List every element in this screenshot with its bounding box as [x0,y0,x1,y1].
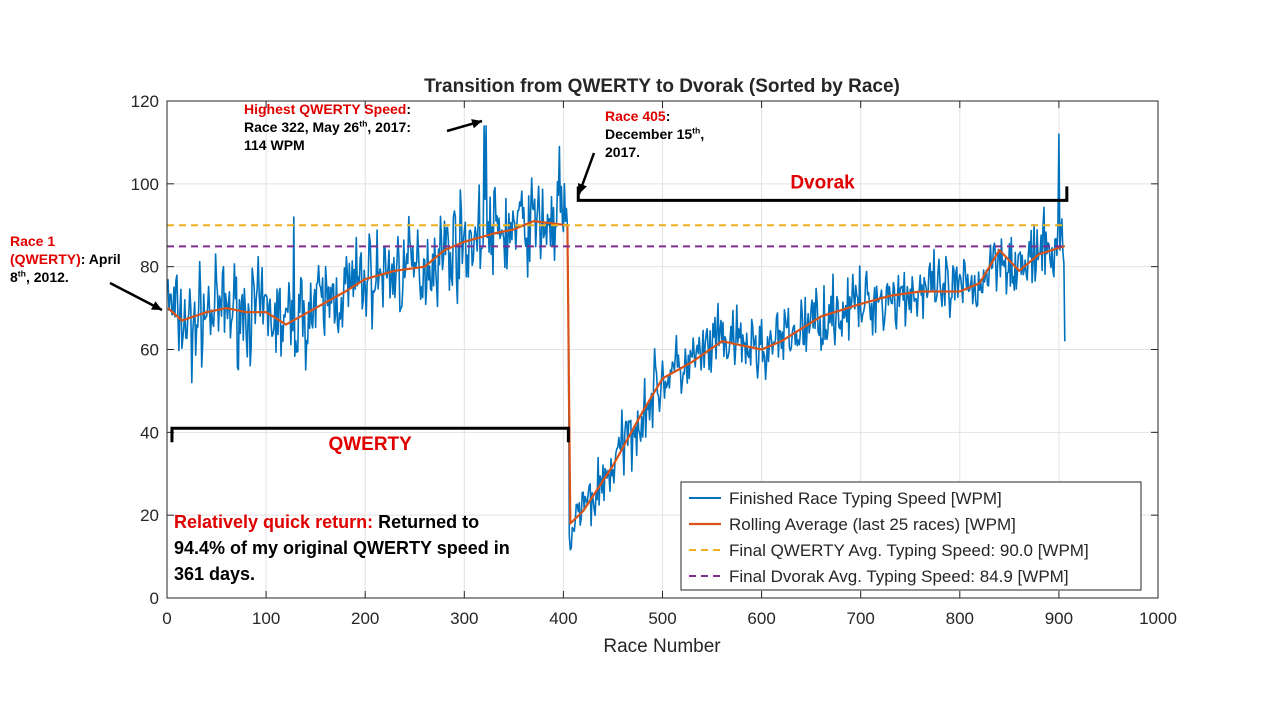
annotation-quick-return-title: Relatively quick return: [174,512,374,532]
annotation-race-1-day: 8 [10,269,18,286]
bracket-label-dvorak: Dvorak [790,172,855,193]
x-tick-label: 800 [946,609,974,628]
arrow-highest-head [471,119,482,129]
annotation-race-405-line1: Race 405: [605,107,704,125]
x-tick-label: 700 [847,609,875,628]
x-axis-label: Race Number [603,636,721,657]
legend: Finished Race Typing Speed [WPM] Rolling … [680,481,1142,591]
annotation-quick-return: Relatively quick return: Returned to 94.… [174,509,510,587]
legend-entry: Finished Race Typing Speed [WPM] [729,489,1002,508]
annotation-race-405-title: Race 405 [605,108,666,124]
chart-title: Transition from QWERTY to Dvorak (Sorted… [424,76,900,97]
brackets: QWERTY Dvorak [170,172,1069,455]
y-tick-label: 100 [131,175,159,194]
annotation-race-405-sup: th [692,125,701,136]
arrow-race-1-head [151,301,162,310]
annotation-race-1: Race 1 (QWERTY): April 8th, 2012. [10,232,121,287]
annotation-highest-line1: Highest QWERTY Speed: [244,100,411,118]
y-tick-label: 120 [131,92,159,111]
annotation-race-405-colon: : [665,108,671,124]
series-rolling-average-line [167,220,1066,525]
annotation-race-405-line2: December 15th, [605,125,704,143]
legend-box [680,481,1142,591]
annotation-highest-year: , 2017: [367,119,411,136]
series-race-speed-line [167,125,1066,551]
annotation-race-1-date-a: : April [80,251,121,268]
legend-entry: Final QWERTY Avg. Typing Speed: 90.0 [WP… [729,541,1089,560]
annotation-quick-return-line2: 94.4% of my original QWERTY speed in [174,538,510,559]
plot-area [167,125,1066,551]
annotation-race-1-sup: th [17,268,26,279]
bracket-qwerty [170,426,570,443]
annotation-race-405-year: 2017. [605,144,641,161]
annotation-highest-wpm: 114 WPM [244,137,305,154]
annotation-highest-title: Highest QWERTY Speed [244,101,407,117]
axes: 0 100 200 300 400 500 600 700 800 900 1000 0 20 40 60 8… [131,92,1177,628]
y-tick-label: 60 [140,341,159,360]
annotation-race-1-year: , 2012. [25,269,69,286]
annotation-race-405-comma: , [700,126,705,143]
annotation-highest-colon: : [406,101,411,117]
x-tick-label: 500 [648,609,676,628]
legend-entry: Final Dvorak Avg. Typing Speed: 84.9 [WP… [729,567,1069,586]
x-tick-label: 600 [747,609,775,628]
y-tick-label: 80 [140,258,159,277]
x-tick-label: 0 [162,609,171,628]
annotation-highest: Highest QWERTY Speed: Race 322, May 26th… [244,100,411,155]
legend-entry: Rolling Average (last 25 races) [WPM] [729,515,1016,534]
annotation-race-1-title: Race 1 [10,233,56,249]
annotation-arrows [109,119,596,312]
x-tick-label: 100 [252,609,280,628]
bracket-label-qwerty: QWERTY [328,434,412,455]
x-tick-label: 200 [351,609,379,628]
annotation-quick-return-line1: Relatively quick return: Returned to [174,509,510,535]
x-tick-label: 900 [1045,609,1073,628]
arrow-race-405-head [577,183,587,194]
annotation-race-405-date: December 15 [605,126,693,143]
annotation-race-1-line3: 8th, 2012. [10,268,121,286]
annotation-quick-return-text1: Returned to [378,512,480,532]
annotation-highest-line2: Race 322, May 26th, 2017: [244,118,411,136]
annotation-race-1-qwerty: (QWERTY) [10,251,81,268]
x-tick-label: 1000 [1139,609,1177,628]
x-tick-label: 300 [450,609,478,628]
y-tick-label: 0 [150,589,159,608]
y-tick-label: 20 [140,506,159,525]
annotation-highest-race: Race 322, May 26 [244,119,360,136]
annotation-race-1-line2: (QWERTY): April [10,250,121,268]
annotation-highest-sup: th [359,118,368,129]
x-tick-label: 400 [549,609,577,628]
annotation-quick-return-line3: 361 days. [174,564,256,585]
y-tick-label: 40 [140,423,159,442]
annotation-race-405: Race 405: December 15th, 2017. [605,107,704,162]
